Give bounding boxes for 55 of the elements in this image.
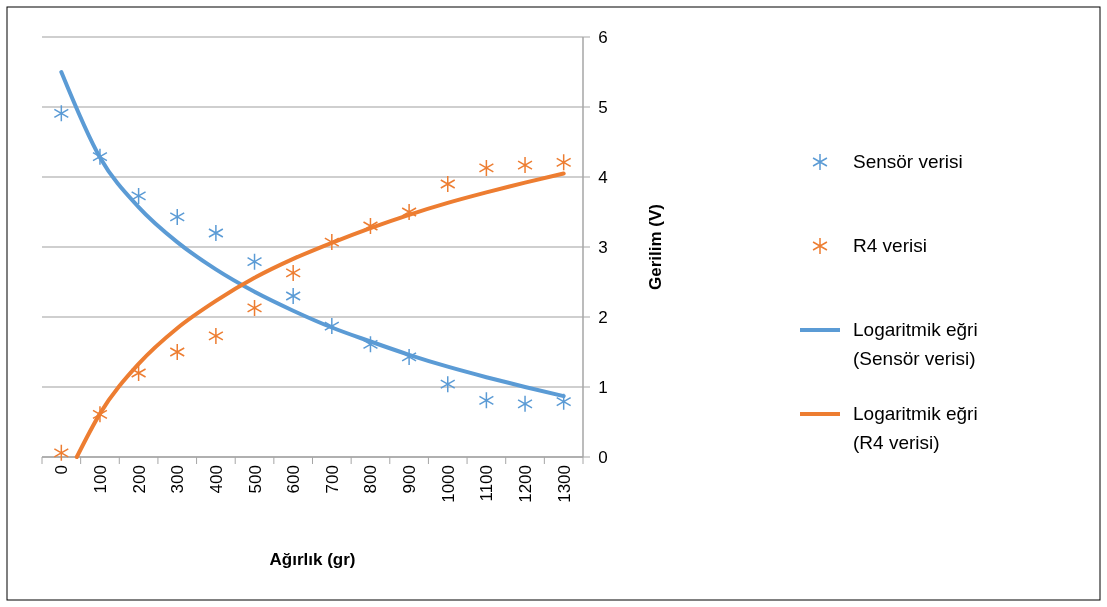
- point: [92, 405, 108, 424]
- y-tick-label: 2: [598, 308, 608, 327]
- x-tick-label: 1300: [554, 465, 574, 503]
- x-tick-label: 1100: [477, 465, 497, 502]
- point: [208, 327, 224, 345]
- point: [362, 335, 379, 354]
- point: [246, 299, 263, 317]
- legend-label: Sensör verisi: [853, 151, 963, 172]
- x-tick-label: 100: [90, 465, 110, 494]
- legend-label: R4 verisi: [853, 235, 927, 256]
- point: [130, 187, 147, 205]
- x-tick-label: 900: [400, 465, 420, 494]
- x-tick-label: 1200: [516, 465, 536, 503]
- point: [517, 156, 533, 174]
- x-axis-title: Ağırlık (gr): [269, 550, 356, 569]
- x-tick-label: 200: [129, 465, 149, 494]
- point: [53, 444, 70, 462]
- point: [246, 252, 263, 271]
- legend-label: Logaritmik eğri (Sensör verisi): [853, 319, 978, 369]
- x-tick-label: 600: [284, 465, 304, 494]
- point: [362, 217, 379, 235]
- y-axis-title: Gerilim (V): [646, 204, 665, 290]
- y-tick-label: 4: [598, 168, 608, 187]
- point: [53, 104, 70, 123]
- point: [169, 343, 185, 361]
- point: [478, 159, 495, 177]
- point: [169, 208, 185, 226]
- y-tick-label: 3: [598, 238, 608, 257]
- point: [92, 147, 108, 166]
- point: [478, 391, 495, 410]
- x-tick-label: 300: [168, 465, 188, 494]
- x-tick-label: 700: [322, 465, 342, 494]
- point: [324, 317, 340, 335]
- y-tick-label: 5: [598, 98, 608, 117]
- y-tick-label: 1: [598, 378, 608, 397]
- point: [285, 264, 301, 282]
- point: [130, 364, 147, 382]
- y-tick-label: 0: [598, 448, 608, 467]
- x-tick-label: 500: [245, 465, 265, 494]
- point: [440, 375, 456, 393]
- point: [285, 287, 301, 305]
- y-tick-label: 6: [598, 28, 608, 47]
- point: [517, 395, 533, 413]
- x-tick-label: 1000: [438, 465, 458, 503]
- point: [324, 233, 340, 251]
- x-tick-label: 0: [52, 465, 72, 475]
- x-tick-label: 400: [206, 465, 226, 494]
- point: [555, 392, 572, 411]
- point: [440, 175, 456, 193]
- point: [401, 348, 417, 366]
- legend-label: Logaritmik eğri (R4 verisi): [853, 403, 978, 453]
- x-tick-label: 800: [361, 465, 381, 494]
- point: [555, 153, 572, 172]
- point: [401, 203, 417, 221]
- point: [208, 224, 224, 242]
